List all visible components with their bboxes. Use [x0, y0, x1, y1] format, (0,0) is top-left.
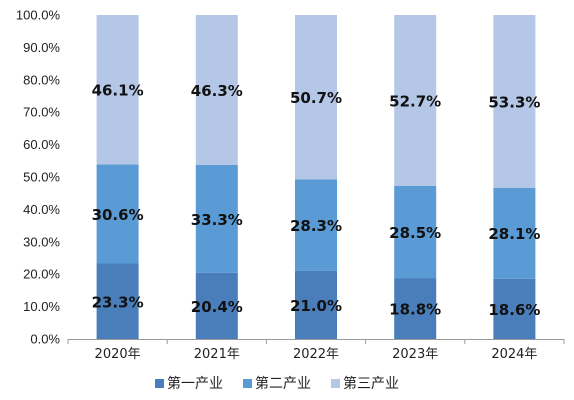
- y-tick-label: 100.0%: [16, 8, 61, 23]
- data-label: 23.3%: [92, 293, 144, 311]
- bar-segment: [195, 15, 238, 166]
- bar-segment: [195, 165, 238, 273]
- x-tick-label: 2022年: [293, 347, 339, 362]
- legend-label: 第一产业: [167, 375, 223, 392]
- bars: [96, 15, 536, 339]
- y-tick-label: 40.0%: [23, 202, 60, 217]
- bar-segment: [295, 179, 337, 271]
- bar-segment: [195, 272, 238, 339]
- data-label: 33.3%: [191, 211, 243, 229]
- bar-segment: [394, 278, 437, 339]
- legend-swatch: [155, 379, 164, 388]
- y-axis: 0.0% 10.0% 20.0% 30.0% 40.0% 50.0% 60.0% 70.0% 8…: [16, 8, 61, 347]
- bar-segment: [394, 185, 437, 279]
- data-label: 46.1%: [92, 82, 144, 100]
- y-tick-label: 10.0%: [23, 299, 60, 314]
- bar-segment: [493, 278, 536, 339]
- bar-segment: [96, 15, 139, 165]
- y-tick-label: 70.0%: [23, 105, 60, 120]
- x-axis: 2020年 2021年 2022年 2023年 2024年: [67, 339, 565, 362]
- data-label: 28.1%: [488, 225, 540, 243]
- x-tick-label: 2023年: [392, 347, 438, 362]
- bar-segment: [493, 15, 536, 188]
- data-label: 28.5%: [389, 224, 441, 242]
- bar-segment: [295, 15, 337, 180]
- data-label: 18.8%: [389, 301, 441, 319]
- bar-segment: [96, 164, 139, 264]
- bar-segment: [96, 263, 139, 339]
- y-tick-label: 80.0%: [23, 72, 60, 87]
- y-tick-label: 30.0%: [23, 234, 60, 249]
- y-tick-label: 0.0%: [30, 332, 60, 347]
- legend-label: 第二产业: [255, 375, 311, 392]
- y-tick-label: 50.0%: [23, 170, 60, 185]
- data-label: 30.6%: [92, 206, 144, 224]
- legend-swatch: [243, 379, 252, 388]
- y-tick-label: 20.0%: [23, 267, 60, 282]
- data-label: 18.6%: [488, 301, 540, 319]
- x-tick-label: 2020年: [95, 347, 141, 362]
- bar-segment: [394, 15, 437, 186]
- data-label: 20.4%: [191, 298, 243, 316]
- bar-segment: [493, 187, 536, 279]
- data-label: 46.3%: [191, 82, 243, 100]
- data-label: 50.7%: [290, 89, 342, 107]
- legend: 第一产业 第二产业 第三产业: [155, 375, 399, 392]
- y-tick-label: 90.0%: [23, 40, 60, 55]
- data-labels: 23.3% 30.6% 46.1% 20.4% 33.3% 46.3% 21.0% 28.3%…: [92, 82, 541, 319]
- bar-segment: [295, 270, 337, 339]
- legend-swatch: [331, 379, 340, 388]
- x-tick-label: 2021年: [194, 347, 240, 362]
- data-label: 21.0%: [290, 297, 342, 315]
- y-tick-label: 60.0%: [23, 137, 60, 152]
- data-label: 53.3%: [488, 93, 540, 111]
- x-tick-label: 2024年: [491, 347, 537, 362]
- data-label: 52.7%: [389, 92, 441, 110]
- legend-label: 第三产业: [343, 375, 399, 392]
- data-label: 28.3%: [290, 217, 342, 235]
